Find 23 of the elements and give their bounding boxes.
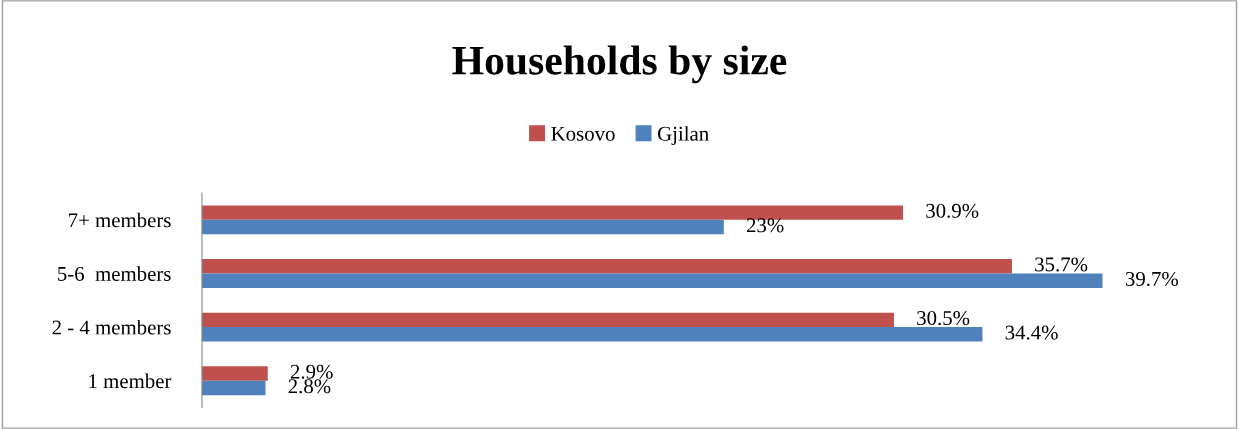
bar [201, 380, 266, 396]
bar [201, 273, 1103, 288]
legend-label: Kosovo [551, 126, 615, 141]
chart-title: Households by size [452, 45, 787, 84]
data-label: 39.7% [1125, 271, 1179, 287]
legend-label: Gjilan [657, 126, 709, 146]
bar [201, 205, 904, 220]
data-label: 2.9% [290, 364, 333, 379]
data-label: 30.9% [926, 203, 979, 218]
data-label: 35.7% [1035, 257, 1088, 272]
bar [201, 219, 724, 235]
bar [201, 327, 983, 342]
bar [201, 312, 894, 328]
bar [201, 259, 1012, 274]
data-label: 34.4% [1005, 325, 1058, 340]
data-label: 30.5% [917, 311, 970, 326]
data-label: 2.8% [288, 379, 331, 394]
bar [201, 366, 268, 381]
y-tick-label: 2 - 4 members [52, 319, 171, 335]
y-tick-label: 5-6 members [58, 266, 171, 281]
data-label: 23% [746, 218, 784, 233]
y-tick-label: 7+ members [69, 212, 171, 228]
y-tick-label: 1 member [89, 373, 172, 389]
